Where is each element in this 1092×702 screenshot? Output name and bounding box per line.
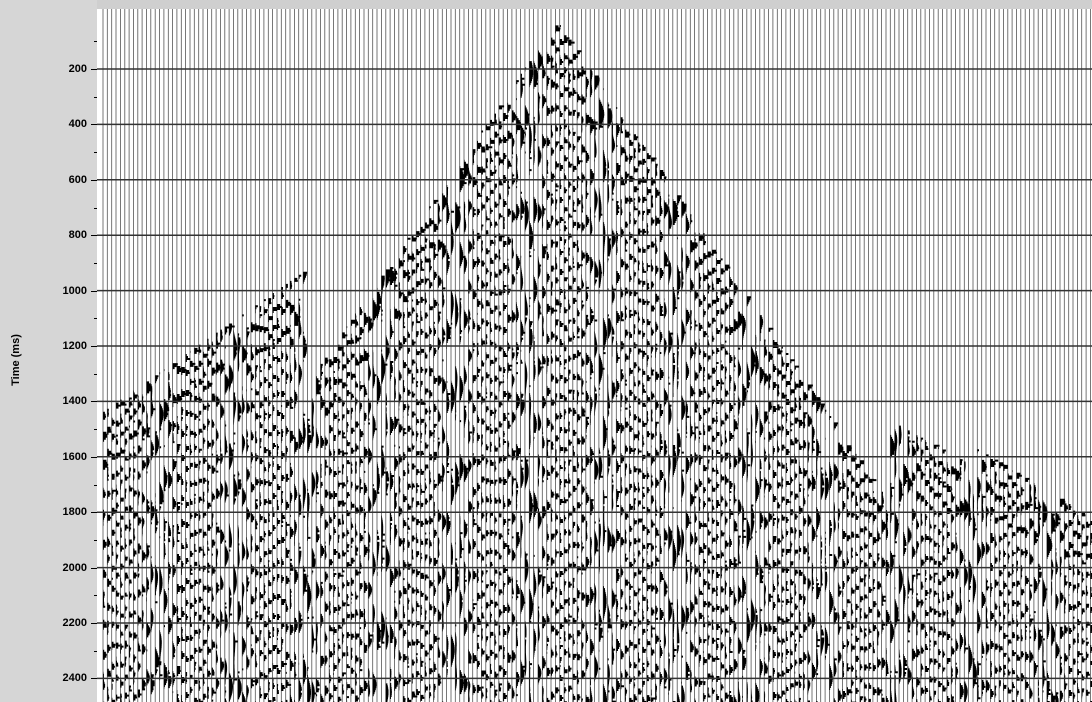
y-tick-minor (94, 41, 97, 43)
y-tick-major (91, 623, 97, 624)
y-tick-minor (94, 539, 97, 541)
y-tick-minor (94, 318, 97, 320)
y-tick-major (91, 346, 97, 347)
y-tick-label: 600 (68, 173, 87, 186)
y-tick-major (91, 124, 97, 126)
time-axis-panel: Time (ms) 200 400 600 800 1000 1200 1400 1600 18… (0, 0, 97, 702)
wiggle-traces (103, 24, 1092, 702)
y-tick-minor (94, 152, 97, 154)
y-tick-label: 400 (68, 118, 87, 131)
y-tick-major (91, 401, 97, 403)
y-tick-label: 1800 (62, 506, 87, 519)
y-tick-major (91, 567, 97, 569)
y-tick-minor (94, 429, 97, 431)
time-gridlines (97, 68, 1092, 680)
y-tick-label: 2000 (62, 561, 87, 574)
y-axis-label: Time (ms) (10, 334, 22, 386)
y-tick-label: 1400 (62, 395, 87, 408)
y-tick-major (91, 456, 97, 458)
y-tick-label: 1000 (62, 284, 87, 297)
y-tick-major (91, 290, 97, 292)
y-tick-label: 2200 (62, 617, 87, 629)
y-tick-minor (94, 96, 97, 98)
y-tick-major (91, 235, 97, 237)
y-tick-major (91, 69, 97, 70)
y-tick-minor (94, 207, 97, 209)
y-tick-major (91, 512, 97, 514)
trace-header-strip (97, 0, 1092, 9)
y-tick-major (91, 179, 97, 181)
y-tick-label: 1600 (62, 450, 87, 463)
y-tick-minor (94, 262, 97, 264)
y-tick-label: 800 (68, 229, 87, 242)
seismic-shot-gather-plot (97, 9, 1092, 702)
y-tick-label: 2400 (62, 672, 87, 685)
y-tick-minor (94, 595, 97, 597)
y-tick-label: 200 (68, 63, 87, 75)
y-tick-minor (94, 373, 97, 375)
y-tick-minor (94, 650, 97, 652)
y-tick-label: 1200 (62, 340, 87, 352)
y-tick-minor (94, 484, 97, 486)
y-tick-major (91, 678, 97, 680)
